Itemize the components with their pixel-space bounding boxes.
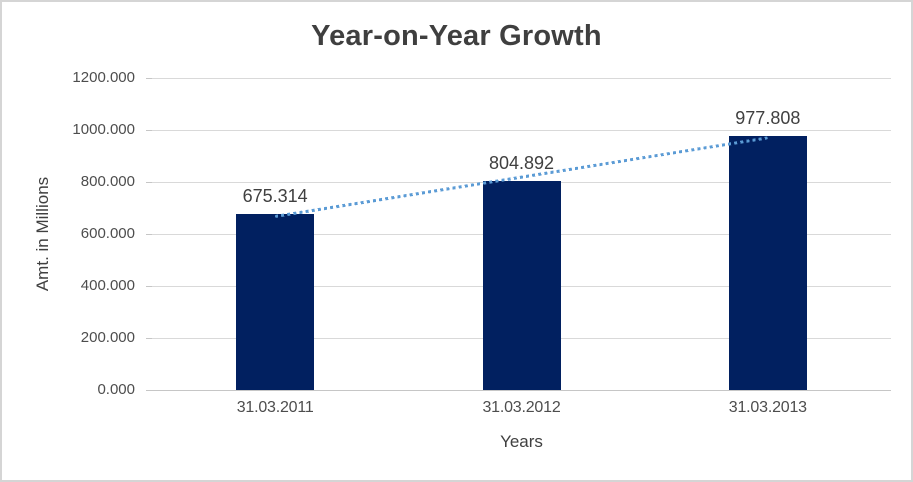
bar	[728, 135, 807, 390]
data-label: 977.808	[735, 107, 801, 128]
y-axis-tick	[146, 338, 152, 339]
bar	[236, 214, 315, 390]
bar	[482, 180, 561, 390]
x-axis-category-label: 31.03.2012	[482, 399, 561, 416]
gridline	[152, 390, 891, 391]
gridline	[152, 130, 891, 131]
y-axis-tick	[146, 286, 152, 287]
y-axis-tick-label: 1000.000	[72, 121, 135, 138]
y-axis-tick-label: 0.000	[97, 381, 135, 398]
y-axis-tick	[146, 390, 152, 391]
x-axis-category-label: 31.03.2013	[728, 399, 807, 416]
y-axis-tick	[146, 234, 152, 235]
y-axis-tick-label: 200.000	[80, 329, 135, 346]
y-axis-tick	[146, 182, 152, 183]
y-axis-tick	[146, 130, 152, 131]
y-axis-tick-label: 800.000	[80, 173, 135, 190]
chart-title: Year-on-Year Growth	[311, 20, 602, 52]
x-axis-category-label: 31.03.2011	[236, 399, 314, 416]
y-axis-tick-label: 600.000	[80, 225, 135, 242]
data-label: 804.892	[488, 152, 555, 173]
y-axis-tick	[146, 78, 152, 79]
plot-area	[146, 78, 891, 391]
y-axis-tick-label: 400.000	[80, 277, 135, 294]
x-axis-title: Years	[500, 432, 543, 451]
data-label: 675.314	[242, 186, 308, 207]
gridline	[152, 78, 891, 79]
y-axis-tick-label: 1200.000	[72, 69, 135, 86]
